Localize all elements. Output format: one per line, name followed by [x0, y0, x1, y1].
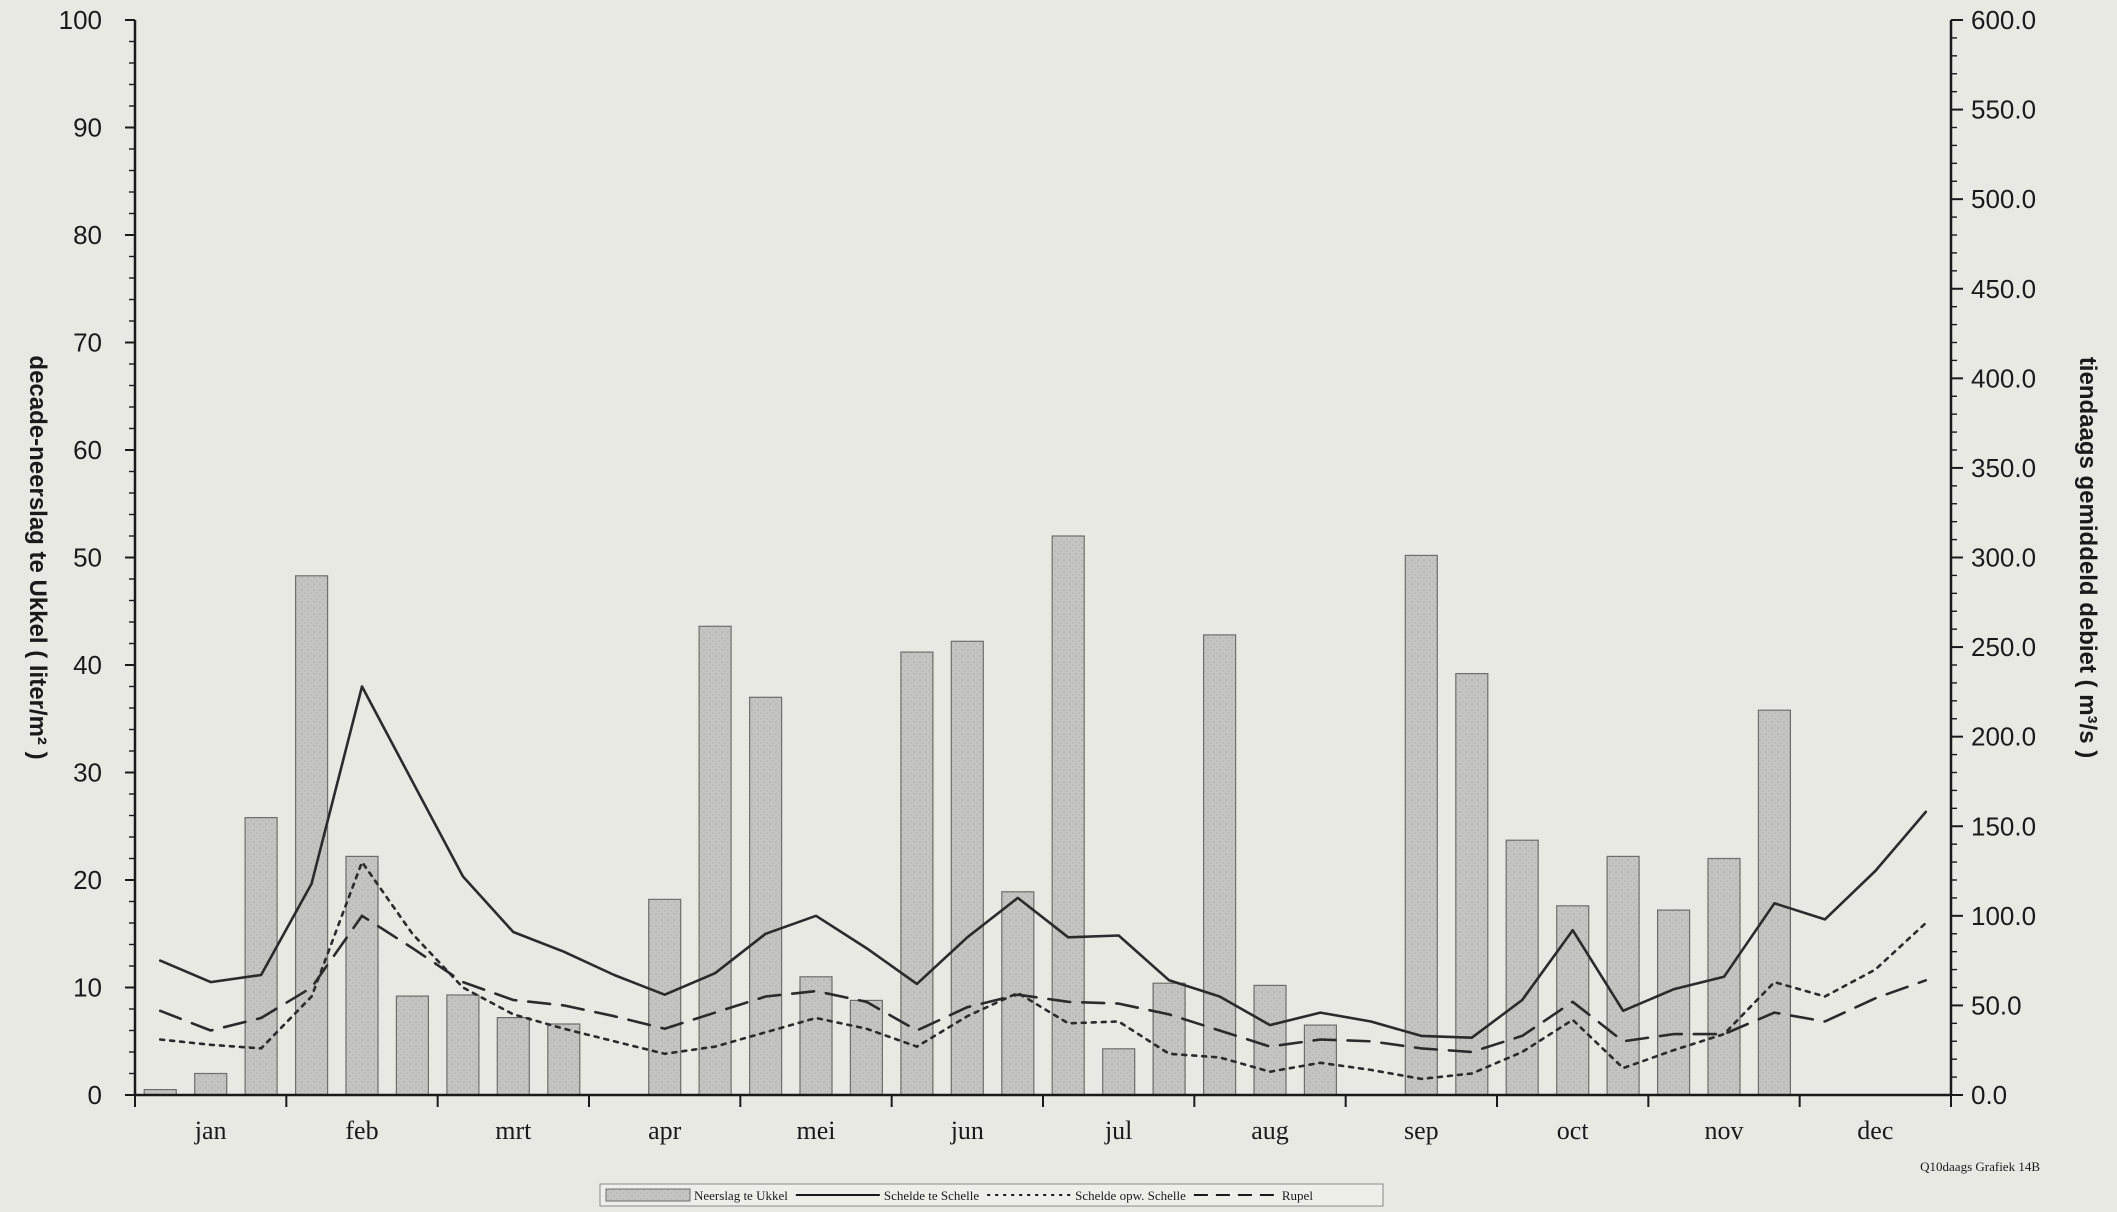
legend-label: Neerslag te Ukkel — [694, 1188, 788, 1203]
bar-decade-9 — [547, 1023, 581, 1096]
bar-decade-17 — [950, 640, 984, 1096]
bar-decade-16 — [900, 651, 934, 1096]
x-tick-label-jan: jan — [194, 1116, 227, 1145]
y-tick-label-left: 10 — [73, 973, 102, 1003]
x-tick-label-sep: sep — [1404, 1116, 1439, 1145]
bar-decade-22 — [1202, 634, 1237, 1096]
y-tick-label-right: 300.0 — [1971, 543, 2036, 573]
bar-decade-2 — [194, 1072, 228, 1096]
x-tick-label-feb: feb — [345, 1116, 378, 1145]
y-tick-label-left: 40 — [73, 650, 102, 680]
y-tick-label-left: 50 — [73, 543, 102, 573]
bar-decade-6 — [395, 995, 429, 1096]
legend-swatch-bar — [605, 1188, 691, 1202]
bar-decade-21 — [1152, 982, 1186, 1096]
bar-decade-27 — [1455, 672, 1489, 1096]
x-tick-label-dec: dec — [1857, 1116, 1893, 1145]
line-series-rupel — [158, 914, 1928, 1054]
x-tick-label-mei: mei — [797, 1116, 836, 1145]
y-tick-label-left: 30 — [73, 758, 102, 788]
bar-decade-30 — [1606, 855, 1640, 1096]
y-tick-label-right: 450.0 — [1971, 274, 2036, 304]
bar-decade-23 — [1253, 984, 1287, 1096]
x-tick-label-oct: oct — [1557, 1116, 1590, 1145]
bar-decade-5 — [345, 855, 379, 1096]
labels-layer: 0 10 20 30 40 50 60 70 80 90 100 0.0 50.0 100.0 150.0 2… — [24, 5, 2101, 1174]
bar-decade-20 — [1102, 1048, 1136, 1096]
bar-decade-13 — [748, 696, 783, 1096]
y-tick-label-right: 50.0 — [1971, 990, 2022, 1020]
x-tick-label-jul: jul — [1104, 1116, 1132, 1145]
legend-box — [599, 1183, 1384, 1207]
y-tick-label-right: 500.0 — [1971, 184, 2036, 214]
bar-decade-15 — [849, 999, 884, 1096]
bar-decade-26 — [1404, 554, 1438, 1096]
y-tick-label-left: 0 — [88, 1080, 102, 1110]
x-tick-label-aug: aug — [1251, 1116, 1289, 1145]
footnote: Q10daags Grafiek 14B — [1920, 1159, 2040, 1174]
bar-decade-18 — [1001, 891, 1035, 1096]
y-tick-label-right: 100.0 — [1971, 901, 2036, 931]
y-tick-label-right: 550.0 — [1971, 95, 2036, 125]
bar-decade-29 — [1556, 905, 1590, 1096]
x-tick-label-jun: jun — [950, 1116, 984, 1145]
y-tick-label-right: 200.0 — [1971, 722, 2036, 752]
legend-label: Schelde opw. Schelle — [1075, 1188, 1186, 1203]
y-axis-title-left: decade-neerslag te Ukkel ( liter/m² ) — [24, 355, 51, 759]
bar-decade-31 — [1656, 909, 1691, 1096]
bar-decade-28 — [1505, 839, 1539, 1096]
y-tick-label-right: 600.0 — [1971, 5, 2036, 35]
x-tick-label-mrt: mrt — [495, 1116, 532, 1145]
y-tick-label-left: 80 — [73, 220, 102, 250]
y-tick-label-right: 350.0 — [1971, 453, 2036, 483]
bar-decade-12 — [698, 625, 732, 1096]
bar-decade-11 — [648, 898, 682, 1096]
y-tick-label-left: 20 — [73, 865, 102, 895]
y-axis-title-right: tiendaags gemiddeld debiet ( m³/s ) — [2074, 357, 2101, 758]
y-tick-label-left: 90 — [73, 113, 102, 143]
legend-label: Schelde te Schelle — [884, 1188, 980, 1203]
y-tick-label-left: 100 — [59, 5, 102, 35]
legend: Neerslag te Ukkel Schelde te Schelle Schel… — [599, 1183, 1384, 1207]
lines-layer — [158, 685, 1928, 1081]
y-tick-label-right: 400.0 — [1971, 363, 2036, 393]
y-tick-label-right: 0.0 — [1971, 1080, 2007, 1110]
bars-layer — [143, 535, 1792, 1096]
y-tick-label-left: 60 — [73, 435, 102, 465]
bar-decade-24 — [1303, 1024, 1338, 1096]
y-tick-label-right: 250.0 — [1971, 632, 2036, 662]
bar-decade-7 — [446, 994, 480, 1096]
y-tick-label-left: 70 — [73, 328, 102, 358]
axes-layer — [125, 19, 1963, 1107]
bar-decade-19 — [1051, 535, 1085, 1096]
line-series-schelde-te-schelle — [158, 685, 1928, 1039]
y-tick-label-right: 150.0 — [1971, 811, 2036, 841]
bar-decade-8 — [496, 1016, 530, 1096]
x-tick-label-nov: nov — [1705, 1116, 1744, 1145]
x-tick-label-apr: apr — [648, 1116, 682, 1145]
legend-label: Rupel — [1282, 1188, 1313, 1203]
